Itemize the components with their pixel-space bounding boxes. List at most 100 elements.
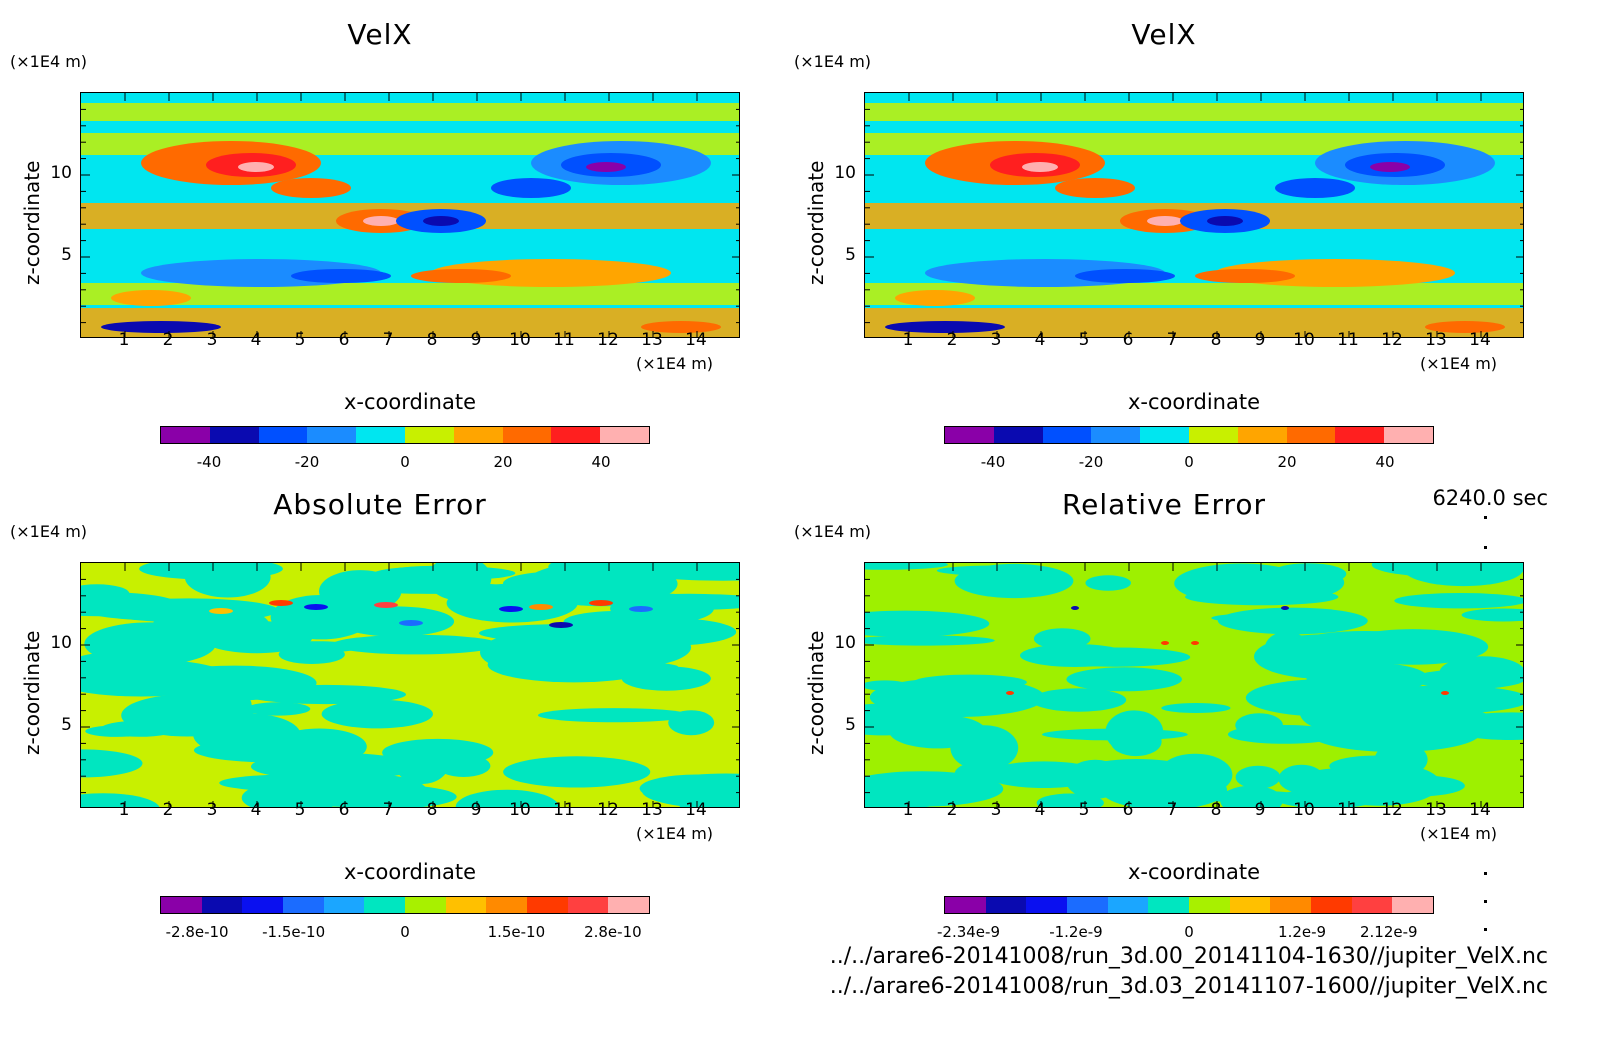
x-tick-label: 4 bbox=[250, 330, 262, 350]
heatmap-plot-area bbox=[864, 92, 1524, 338]
x-tick-label: 1 bbox=[902, 330, 914, 350]
colorbar-tick-label: 20 bbox=[493, 453, 513, 471]
colorbar-swatch bbox=[445, 897, 487, 913]
x-tick-label: 2 bbox=[946, 800, 958, 820]
y-unit-label: (×1E4 m) bbox=[794, 52, 872, 71]
colorbar-swatch bbox=[283, 897, 324, 913]
contour-blob bbox=[1195, 269, 1295, 283]
colorbar-tick-label: 1.5e-10 bbox=[487, 923, 546, 941]
contour-blob bbox=[1075, 269, 1175, 283]
colorbar-tick-label: 0 bbox=[400, 923, 410, 941]
x-tick-label: 11 bbox=[553, 800, 575, 820]
y-tick-label: 10 bbox=[50, 163, 72, 183]
heatmap-svg bbox=[865, 563, 1523, 807]
x-axis-label: x-coordinate bbox=[343, 860, 476, 884]
time-label: 6240.0 sec bbox=[1432, 486, 1548, 510]
y-axis-label: z-coordinate bbox=[20, 630, 44, 755]
colorbar-swatch bbox=[1067, 897, 1108, 913]
contour-blob bbox=[245, 702, 311, 716]
colorbar bbox=[944, 896, 1434, 914]
contour-blob bbox=[363, 216, 399, 226]
contour-blob bbox=[1041, 647, 1191, 667]
contour-blob bbox=[1394, 593, 1523, 609]
colorbar-swatch bbox=[993, 427, 1043, 443]
contour-blob bbox=[81, 749, 143, 778]
colorbar bbox=[944, 426, 1434, 444]
colorbar-tick-label: -1.5e-10 bbox=[262, 923, 326, 941]
x-tick-label: 13 bbox=[1425, 330, 1447, 350]
x-unit-label: (×1E4 m) bbox=[1420, 824, 1498, 843]
heatmap-svg bbox=[865, 93, 1523, 337]
contour-blob bbox=[1217, 607, 1368, 635]
x-unit-label: (×1E4 m) bbox=[1420, 354, 1498, 373]
colorbar-tick-label: 0 bbox=[400, 453, 410, 471]
contour-blob bbox=[1006, 691, 1014, 695]
contour-blob bbox=[408, 569, 486, 590]
x-unit-label: (×1E4 m) bbox=[636, 354, 714, 373]
x-tick-label: 12 bbox=[597, 330, 619, 350]
contour-blob bbox=[865, 563, 948, 570]
contour-blob bbox=[85, 725, 149, 737]
colorbar-swatch bbox=[1351, 897, 1393, 913]
contour-blob bbox=[321, 699, 433, 729]
x-tick-label: 9 bbox=[1254, 800, 1266, 820]
chart-title: Relative Error bbox=[1061, 488, 1267, 521]
y-tick-label: 5 bbox=[61, 245, 72, 265]
y-tick-label: 10 bbox=[834, 633, 856, 653]
colorbar-swatch bbox=[242, 897, 284, 913]
contour-blob bbox=[529, 604, 553, 610]
y-tick-label: 5 bbox=[845, 715, 856, 735]
contour-blob bbox=[331, 634, 500, 655]
chart-title: VelX bbox=[347, 18, 413, 51]
contour-blob bbox=[865, 704, 983, 720]
contour-blob bbox=[1308, 631, 1421, 647]
x-tick-label: 14 bbox=[1469, 330, 1491, 350]
contour-blob bbox=[621, 666, 711, 691]
y-axis-label: z-coordinate bbox=[20, 160, 44, 285]
colorbar-swatch bbox=[1229, 897, 1271, 913]
chart-title: Absolute Error bbox=[273, 488, 487, 521]
x-tick-label: 8 bbox=[426, 800, 438, 820]
colorbar-tick-label: -40 bbox=[980, 453, 1006, 471]
x-tick-label: 12 bbox=[1381, 330, 1403, 350]
heatmap-plot-area bbox=[80, 92, 740, 338]
colorbar-swatch bbox=[1148, 897, 1190, 913]
contour-blob bbox=[586, 162, 626, 172]
colorbar-swatch bbox=[209, 427, 259, 443]
x-tick-label: 1 bbox=[118, 330, 130, 350]
contour-blob bbox=[537, 708, 691, 723]
colorbar-tick-label: -40 bbox=[196, 453, 222, 471]
contour-blob bbox=[1033, 628, 1091, 650]
contour-blob bbox=[1245, 678, 1412, 717]
contour-blob bbox=[278, 644, 345, 664]
colorbar bbox=[160, 896, 650, 914]
x-tick-label: 7 bbox=[382, 800, 394, 820]
x-axis-label: x-coordinate bbox=[1127, 390, 1260, 414]
x-tick-label: 6 bbox=[1122, 800, 1134, 820]
contour-blob bbox=[1042, 728, 1188, 741]
colorbar-tick-label: 40 bbox=[591, 453, 611, 471]
contour-blob bbox=[865, 771, 1004, 807]
contour-blob bbox=[1031, 688, 1127, 712]
y-unit-label: (×1E4 m) bbox=[794, 522, 872, 541]
colorbar-tick-label: 2.8e-10 bbox=[584, 923, 642, 941]
colorbar-swatch bbox=[1140, 427, 1189, 443]
x-tick-label: 6 bbox=[338, 330, 350, 350]
colorbar-swatch bbox=[201, 897, 243, 913]
colorbar-tick-label: -2.34e-9 bbox=[937, 923, 1000, 941]
x-tick-label: 5 bbox=[294, 800, 306, 820]
chart-panel: VelX (×1E4 m) 1 2 3 4 5 6 7 8 9 10 11 12 13 14 5 10 (×1E4 … bbox=[0, 0, 760, 471]
contour-blob bbox=[648, 563, 739, 577]
contour-blob bbox=[1055, 178, 1135, 198]
contour-blob bbox=[865, 680, 909, 691]
colorbar-swatch bbox=[405, 897, 446, 913]
marker-dot bbox=[1484, 900, 1487, 903]
x-tick-label: 4 bbox=[1034, 330, 1046, 350]
file-path-1: ../../arare6-20141008/run_3d.00_20141104… bbox=[829, 944, 1548, 969]
contour-blob bbox=[668, 710, 715, 736]
contour-blob bbox=[549, 622, 573, 628]
contour-blob bbox=[81, 659, 231, 697]
heatmap-svg bbox=[81, 93, 739, 337]
x-axis-label: x-coordinate bbox=[1127, 860, 1260, 884]
contour-blob bbox=[455, 789, 559, 807]
